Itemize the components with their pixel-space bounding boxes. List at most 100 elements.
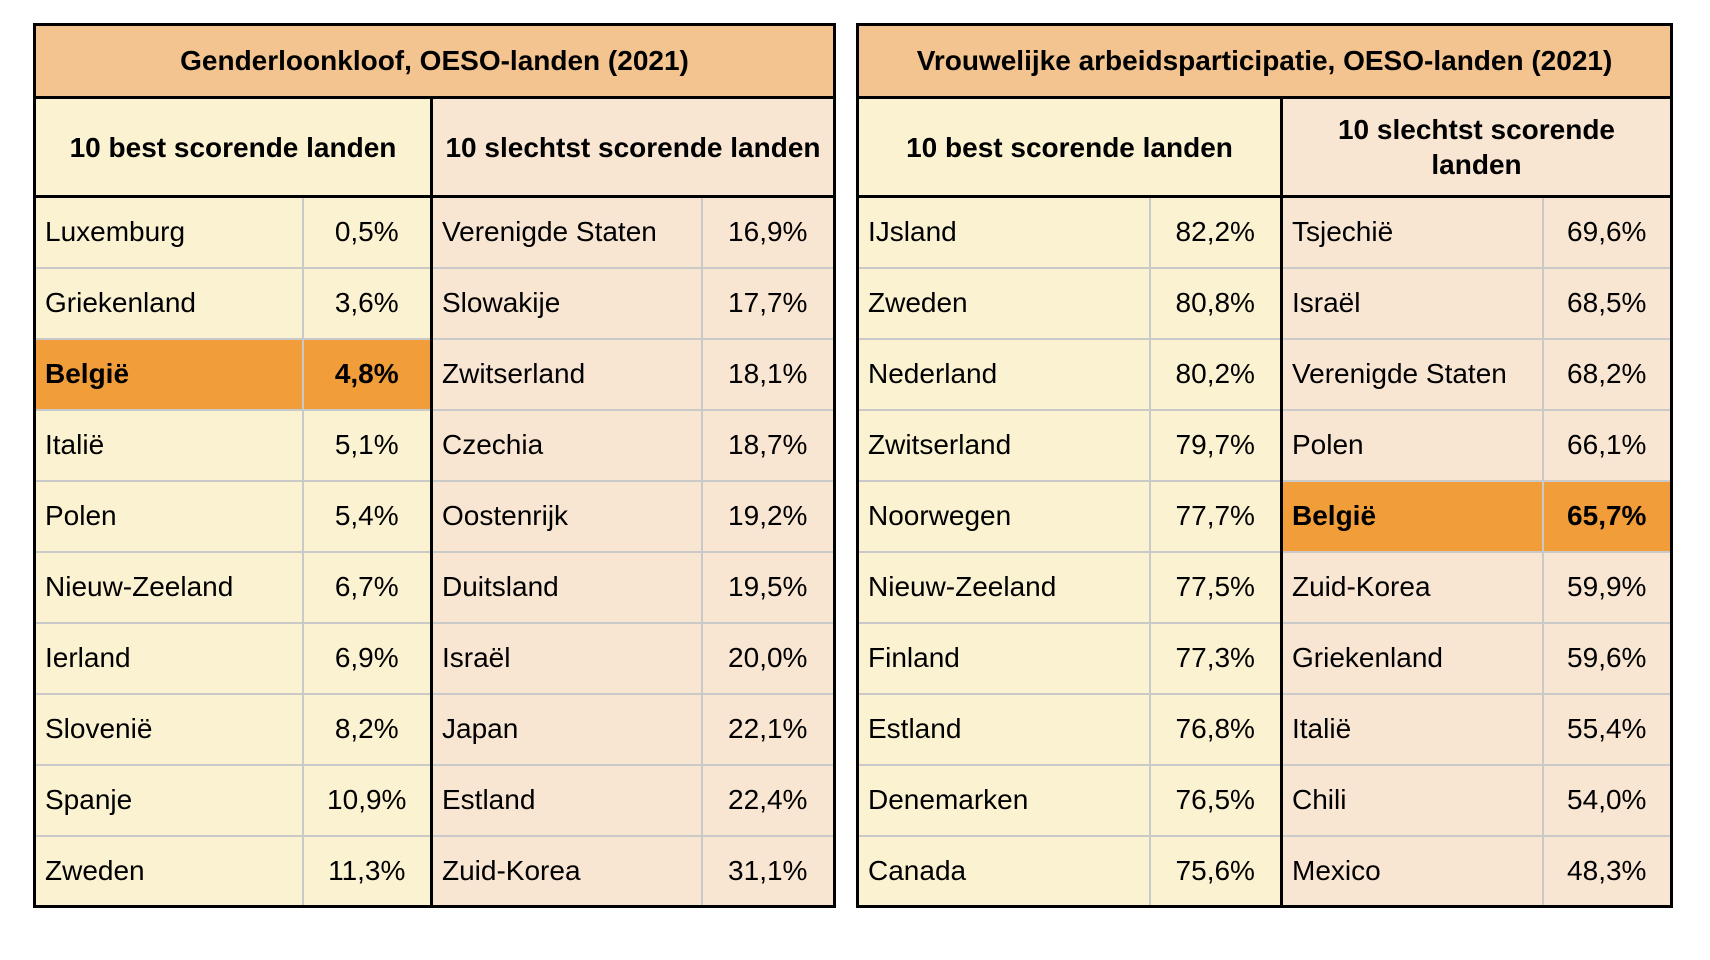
table-row: Nederland 80,2% Verenigde Staten 68,2% [856,337,1673,411]
worst-country-cell: Zwitserland [430,337,703,411]
table-row: Finland 77,3% Griekenland 59,6% [856,621,1673,695]
table-row: Estland 76,8% Italië 55,4% [856,692,1673,766]
table-subheader-row: 10 best scorende landen 10 slechtst scor… [857,97,1672,198]
best-value-cell: 0,5% [301,195,433,269]
best-value-cell: 6,9% [301,621,433,695]
table-row: Griekenland 3,6% Slowakije 17,7% [33,266,836,340]
worst-value-cell: 19,2% [700,479,836,553]
best-value-cell: 79,7% [1148,408,1283,482]
worst-country-cell: Oostenrijk [430,479,703,553]
best-country-cell: Zwitserland [856,408,1151,482]
best-value-cell: 82,2% [1148,195,1283,269]
table-title-row: Genderloonkloof, OESO-landen (2021) [34,24,835,99]
worst-country-cell: Japan [430,692,703,766]
table-row: België 4,8% Zwitserland 18,1% [33,337,836,411]
worst-country-cell: Verenigde Staten [430,195,703,269]
best-country-cell: Nieuw-Zeeland [33,550,304,624]
worst-country-cell: Griekenland [1280,621,1544,695]
gender-pay-gap-table-header: Genderloonkloof, OESO-landen (2021) 10 b… [34,24,835,198]
worst-value-cell: 18,1% [700,337,836,411]
best-country-cell: Zweden [856,266,1151,340]
female-labor-participation-table-body: IJsland 82,2% Tsjechië 69,6% Zweden 80,8% Isra… [856,195,1673,908]
table-subheader-row: 10 best scorende landen 10 slechtst scor… [34,97,835,198]
table-row: Denemarken 76,5% Chili 54,0% [856,763,1673,837]
worst-country-cell: Duitsland [430,550,703,624]
table-row: Slovenië 8,2% Japan 22,1% [33,692,836,766]
best-country-cell: Spanje [33,763,304,837]
table-title: Vrouwelijke arbeidsparticipatie, OESO-la… [857,24,1672,99]
worst-country-cell: Tsjechië [1280,195,1544,269]
best-value-cell: 77,5% [1148,550,1283,624]
table-title: Genderloonkloof, OESO-landen (2021) [34,24,835,99]
table-title-row: Vrouwelijke arbeidsparticipatie, OESO-la… [857,24,1672,99]
table-row: Luxemburg 0,5% Verenigde Staten 16,9% [33,195,836,269]
best-value-cell: 4,8% [301,337,433,411]
worst-country-cell: Zuid-Korea [1280,550,1544,624]
worst-value-cell: 66,1% [1541,408,1673,482]
worst-value-cell: 68,2% [1541,337,1673,411]
worst-country-cell: Czechia [430,408,703,482]
worst-value-cell: 17,7% [700,266,836,340]
best-country-cell: België [33,337,304,411]
best-value-cell: 5,1% [301,408,433,482]
worst-country-cell: Chili [1280,763,1544,837]
best-country-cell: Nieuw-Zeeland [856,550,1151,624]
table-row: Nieuw-Zeeland 6,7% Duitsland 19,5% [33,550,836,624]
worst-country-cell: Verenigde Staten [1280,337,1544,411]
best-country-cell: Nederland [856,337,1151,411]
worst-value-cell: 19,5% [700,550,836,624]
worst-country-cell: Slowakije [430,266,703,340]
worst-country-cell: Israël [430,621,703,695]
table-row: Ierland 6,9% Israël 20,0% [33,621,836,695]
worst-value-cell: 59,9% [1541,550,1673,624]
best-country-cell: Ierland [33,621,304,695]
table-row: Canada 75,6% Mexico 48,3% [856,834,1673,908]
best-value-cell: 10,9% [301,763,433,837]
best-country-cell: Griekenland [33,266,304,340]
worst-countries-header: 10 slechtst scorende landen [430,97,835,198]
worst-value-cell: 18,7% [700,408,836,482]
best-value-cell: 6,7% [301,550,433,624]
worst-value-cell: 48,3% [1541,834,1673,908]
best-value-cell: 3,6% [301,266,433,340]
worst-countries-header: 10 slechtst scorende landen [1279,97,1672,198]
worst-country-cell: Mexico [1280,834,1544,908]
female-labor-participation-table: Vrouwelijke arbeidsparticipatie, OESO-la… [856,23,1674,908]
worst-country-cell: België [1280,479,1544,553]
best-country-cell: Finland [856,621,1151,695]
oecd-tables-container: Genderloonkloof, OESO-landen (2021) 10 b… [33,23,1710,908]
best-value-cell: 80,8% [1148,266,1283,340]
table-row: Noorwegen 77,7% België 65,7% [856,479,1673,553]
table-row: Zweden 11,3% Zuid-Korea 31,1% [33,834,836,908]
worst-country-cell: Estland [430,763,703,837]
worst-country-cell: Israël [1280,266,1544,340]
worst-value-cell: 68,5% [1541,266,1673,340]
best-value-cell: 77,3% [1148,621,1283,695]
worst-value-cell: 31,1% [700,834,836,908]
best-value-cell: 11,3% [301,834,433,908]
best-country-cell: Slovenië [33,692,304,766]
gender-pay-gap-table-body: Luxemburg 0,5% Verenigde Staten 16,9% Grieke… [33,195,836,908]
best-countries-header: 10 best scorende landen [857,97,1282,198]
best-value-cell: 80,2% [1148,337,1283,411]
best-country-cell: IJsland [856,195,1151,269]
worst-country-cell: Zuid-Korea [430,834,703,908]
worst-value-cell: 20,0% [700,621,836,695]
best-country-cell: Luxemburg [33,195,304,269]
best-country-cell: Noorwegen [856,479,1151,553]
table-row: Polen 5,4% Oostenrijk 19,2% [33,479,836,553]
table-row: Spanje 10,9% Estland 22,4% [33,763,836,837]
worst-value-cell: 65,7% [1541,479,1673,553]
best-value-cell: 5,4% [301,479,433,553]
best-country-cell: Italië [33,408,304,482]
best-value-cell: 76,8% [1148,692,1283,766]
table-row: Zweden 80,8% Israël 68,5% [856,266,1673,340]
best-country-cell: Zweden [33,834,304,908]
table-row: Italië 5,1% Czechia 18,7% [33,408,836,482]
worst-value-cell: 69,6% [1541,195,1673,269]
worst-value-cell: 59,6% [1541,621,1673,695]
gender-pay-gap-table: Genderloonkloof, OESO-landen (2021) 10 b… [33,23,836,908]
best-countries-header: 10 best scorende landen [34,97,432,198]
worst-value-cell: 22,4% [700,763,836,837]
worst-country-cell: Polen [1280,408,1544,482]
